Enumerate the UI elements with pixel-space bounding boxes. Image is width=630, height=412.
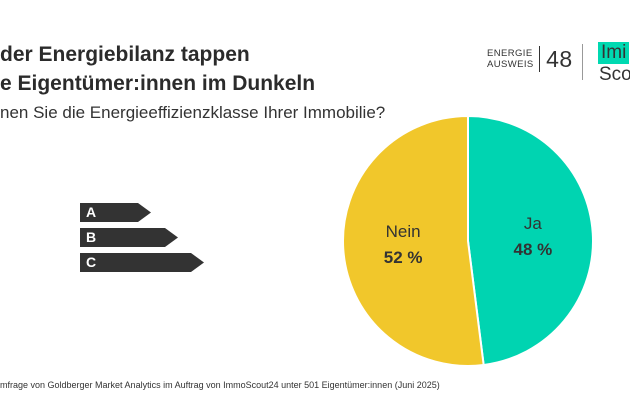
title-line-1: der Energiebilanz tappen [0,43,250,66]
pie-slice-nein [342,114,485,367]
energieausweis-number: 48 [546,45,573,72]
energy-class-b-arrow: B [80,228,178,247]
immoscout-logo-top: Imi [598,42,630,64]
logo-bar [538,46,541,72]
immoscout-logo-bottom: Scou [599,64,630,85]
pie-value-ja: 48 % [513,240,552,259]
title-line-2: e Eigentümer:innen im Dunkeln [0,72,316,95]
immoscout-logo: Imi Scou [598,42,630,86]
survey-question: nen Sie die Energieeffizienzklasse Ihrer… [0,103,386,122]
source-footnote: mfrage von Goldberger Market Analytics i… [0,380,440,390]
energieausweis-words: ENERGIE AUSWEIS [487,48,534,70]
energy-class-c-arrow: C [80,253,204,272]
energie-word: ENERGIE [487,48,533,59]
pie-label-nein: Nein [386,222,421,241]
page-title: der Energiebilanz tappen e Eigentümer:in… [0,40,315,98]
energy-class-a-arrow: A [80,203,151,222]
energy-label-icon: A B C [80,203,204,278]
pie-slice-ja [467,114,594,367]
pie-label-ja: Ja [524,214,543,233]
logo-divider [582,44,583,80]
pie-chart: Ja 48 % Nein 52 % [340,113,596,369]
pie-value-nein: 52 % [384,248,423,267]
ausweis-word: AUSWEIS [487,59,534,70]
energieausweis-logo: ENERGIE AUSWEIS 48 [487,46,573,72]
pie-chart-svg: Ja 48 % Nein 52 % [342,114,594,367]
